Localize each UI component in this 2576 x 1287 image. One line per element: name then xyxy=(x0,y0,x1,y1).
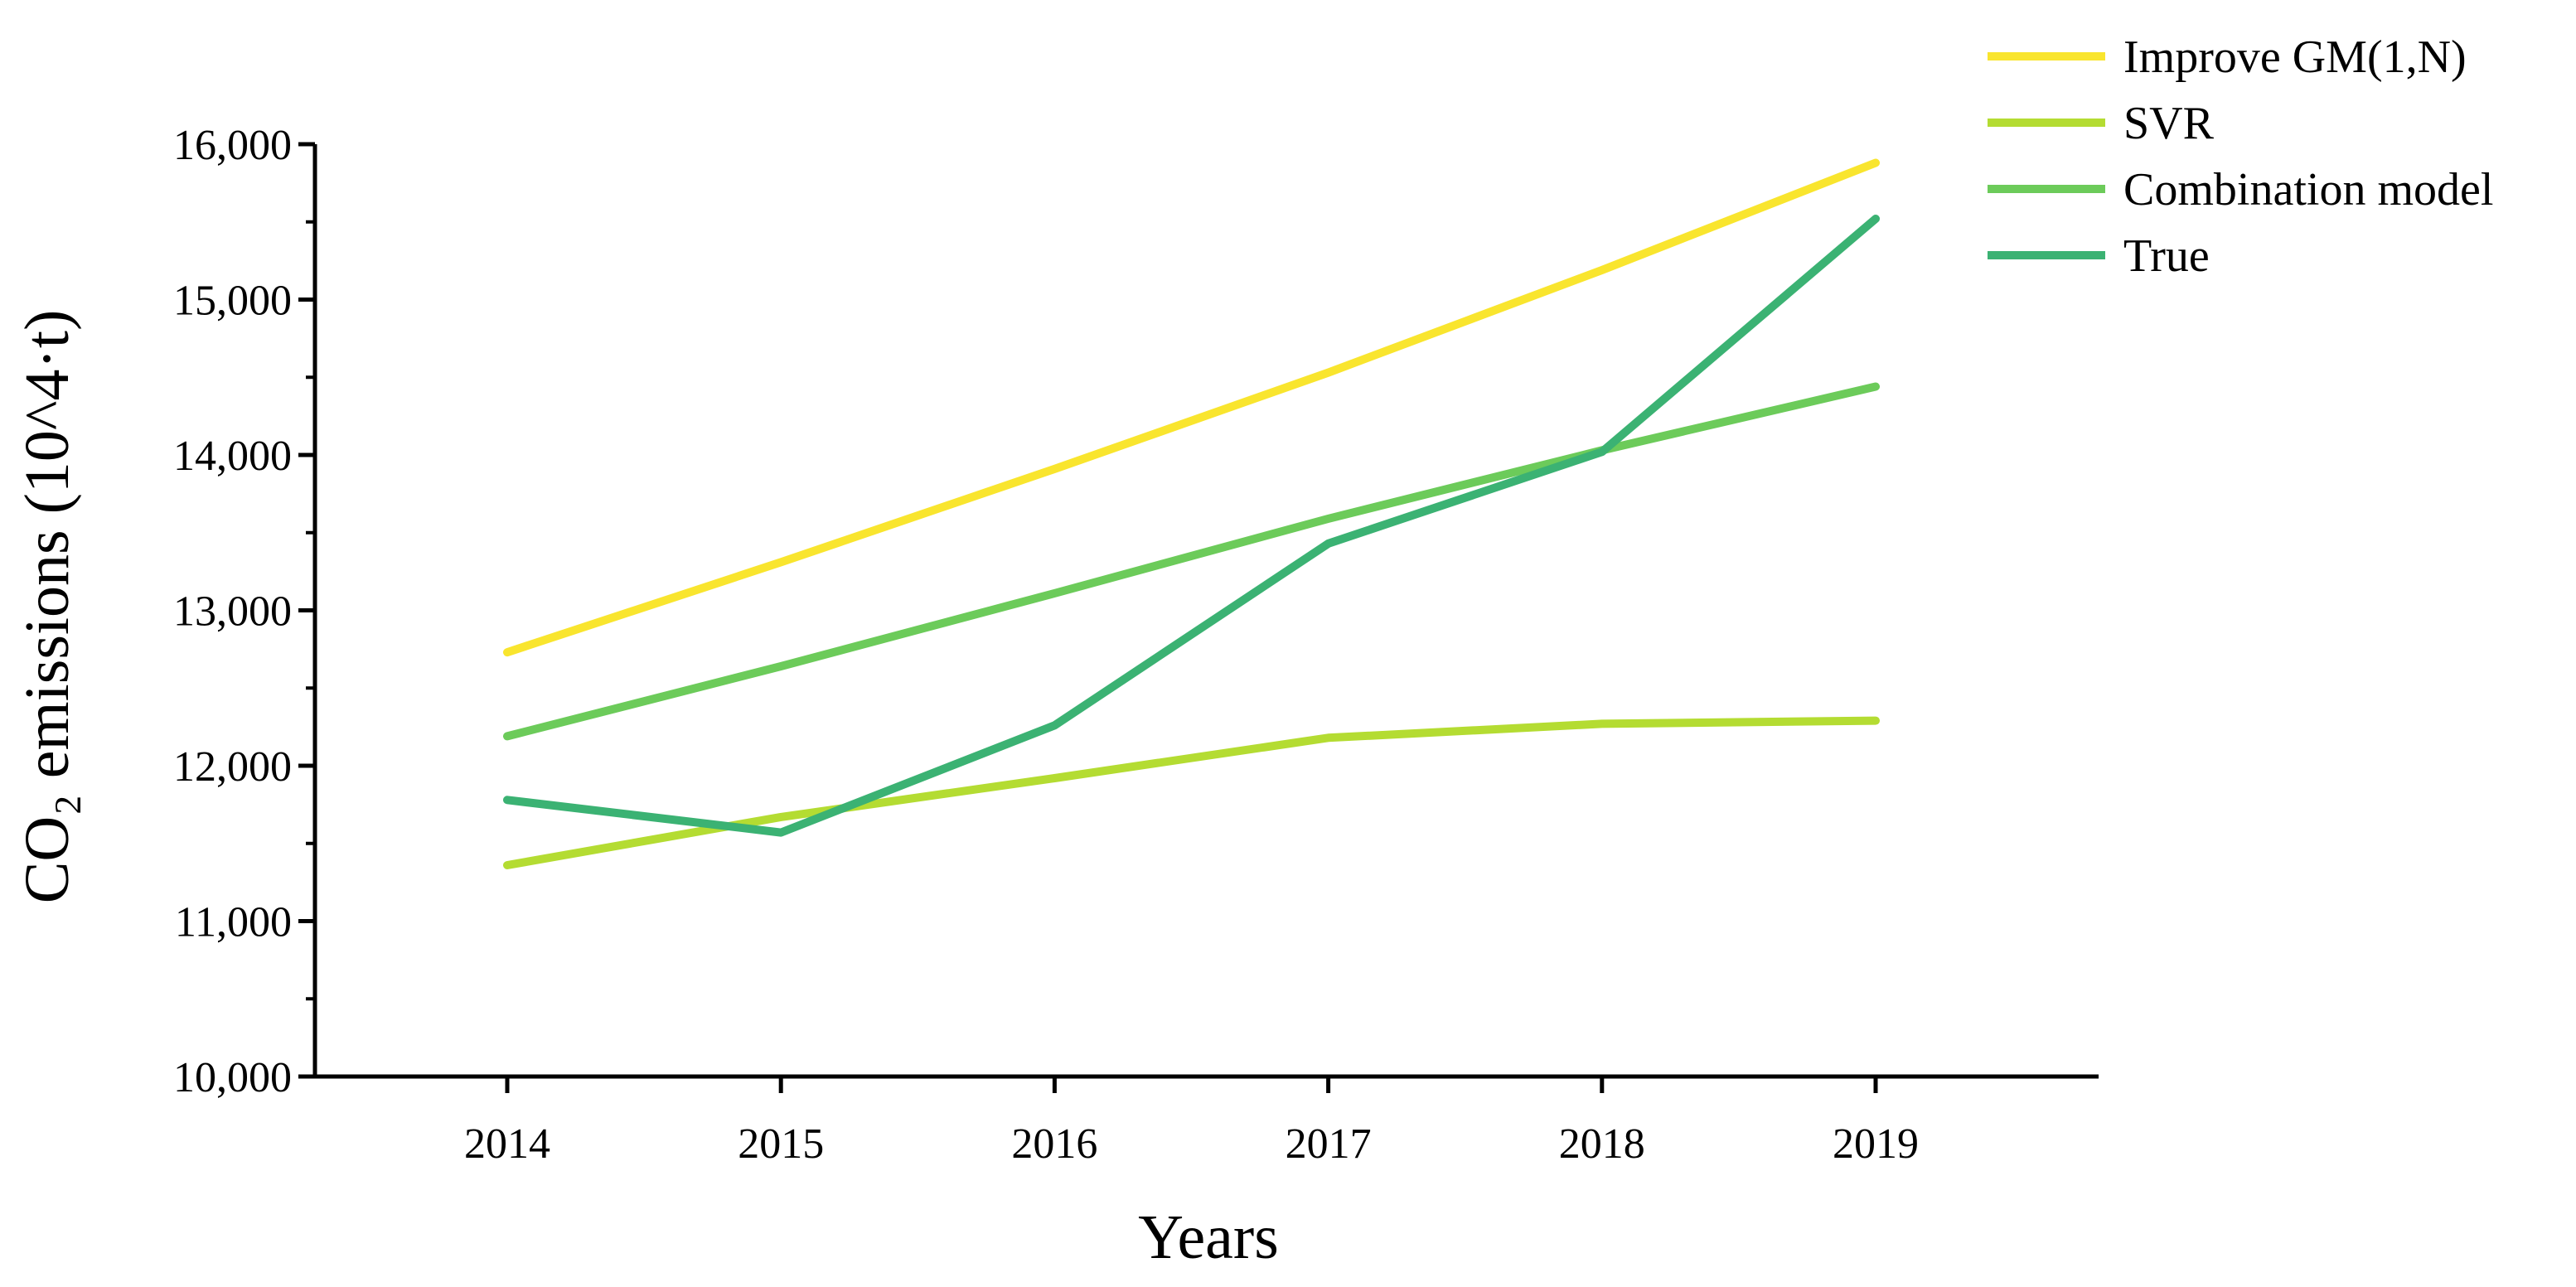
x-tick-label: 2016 xyxy=(1011,1120,1097,1168)
x-tick-label: 2019 xyxy=(1833,1120,1919,1168)
x-axis-title: Years xyxy=(1138,1202,1279,1272)
legend-label: Improve GM(1,N) xyxy=(2123,31,2467,83)
legend-label: Combination model xyxy=(2123,164,2493,215)
y-tick-label: 10,000 xyxy=(173,1054,292,1101)
series-line-combination-model xyxy=(503,382,1880,741)
series-lines xyxy=(503,158,1880,869)
y-tick-label: 14,000 xyxy=(173,433,292,480)
axes xyxy=(312,144,2099,1079)
y-tick-label: 11,000 xyxy=(175,899,292,946)
series-line-svr xyxy=(503,716,1880,869)
y-axis-title: CO₂ emissions (10^4·t) xyxy=(12,310,82,904)
y-tick-label: 15,000 xyxy=(173,278,292,325)
x-tick-label: 2015 xyxy=(738,1120,824,1168)
y-ticks: 10,000 11,000 12,000 13,000 14,000 15,000 16,0… xyxy=(173,122,315,1101)
y-tick-label: 13,000 xyxy=(173,588,292,636)
x-ticks: 2014 2015 2016 2017 2018 2019 xyxy=(464,1077,1919,1168)
x-tick-label: 2017 xyxy=(1286,1120,1372,1168)
y-tick-label: 12,000 xyxy=(173,743,292,791)
series-line-true xyxy=(503,215,1880,837)
legend: Improve GM(1,N) SVR Combination model True xyxy=(1988,31,2493,282)
y-tick-label: 16,000 xyxy=(173,122,292,169)
series-line-improve-gm-1-n xyxy=(503,158,1880,657)
x-tick-label: 2018 xyxy=(1559,1120,1645,1168)
legend-label: SVR xyxy=(2123,98,2215,149)
x-tick-label: 2014 xyxy=(464,1120,550,1168)
legend-label: True xyxy=(2123,230,2210,282)
